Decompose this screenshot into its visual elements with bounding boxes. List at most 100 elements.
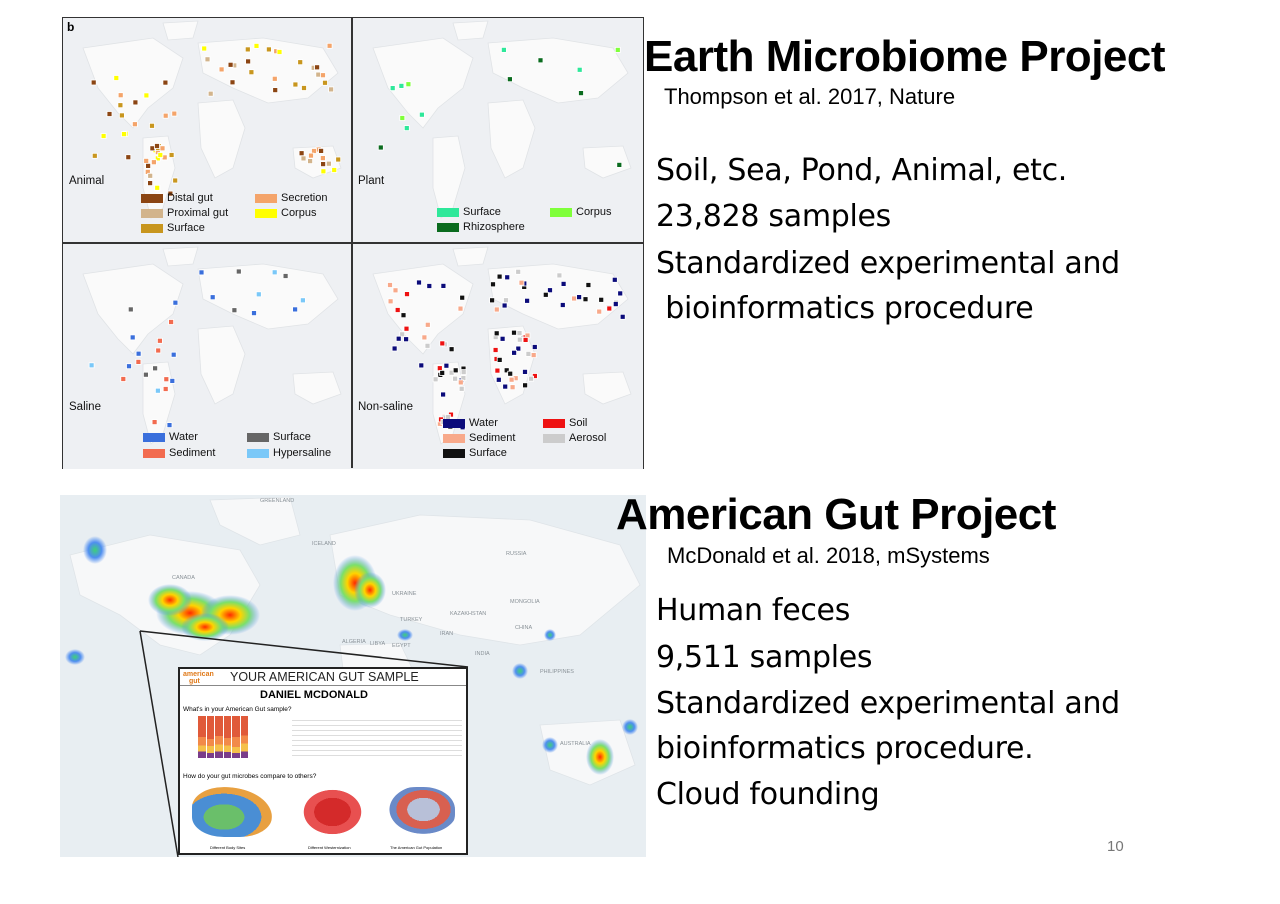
- inset-caption-1: Different Body Sites: [210, 845, 246, 850]
- inset-pcoa-body-sites: [192, 787, 272, 837]
- sample-marker: [135, 350, 142, 357]
- sample-marker: [504, 274, 511, 281]
- sample-marker: [201, 45, 208, 52]
- sample-marker: [501, 302, 508, 309]
- svg-text:RUSSIA: RUSSIA: [506, 551, 527, 557]
- sample-marker: [399, 115, 406, 121]
- sample-marker: [282, 273, 289, 279]
- inset-pcoa-westernization: [300, 787, 365, 837]
- sample-marker: [496, 273, 503, 280]
- legend-item-water: Water: [143, 431, 198, 443]
- inset-bar-chart: [198, 716, 248, 758]
- sample-marker: [489, 297, 496, 304]
- sample-marker: [400, 312, 407, 319]
- legend-item-proximal-gut: Proximal gut: [141, 207, 228, 219]
- inset-question-2: How do your gut microbes compare to othe…: [183, 773, 317, 780]
- sample-marker: [143, 92, 150, 99]
- sample-marker: [392, 287, 399, 294]
- agp-map-figure: GREENLAND ICELAND RUSSIA CANADA MONGOLIA…: [60, 495, 646, 857]
- swatch-icon: [247, 432, 269, 442]
- sample-marker: [314, 64, 321, 71]
- sample-marker: [443, 362, 450, 369]
- swatch-icon: [437, 207, 459, 217]
- sample-marker: [145, 162, 151, 169]
- sample-marker: [315, 71, 322, 78]
- sample-marker: [522, 369, 528, 375]
- svg-text:IRAN: IRAN: [440, 631, 453, 637]
- sample-marker: [155, 347, 162, 354]
- legend-item-surface: Surface: [141, 222, 205, 234]
- inset-pcoa-population: [385, 787, 455, 837]
- emp-line-4: bioinformatics procedure: [656, 291, 1034, 326]
- svg-text:ALGERIA: ALGERIA: [342, 639, 366, 645]
- legend-item-sediment: Sediment: [443, 432, 515, 444]
- svg-text:EGYPT: EGYPT: [392, 643, 411, 649]
- sample-marker: [143, 157, 150, 164]
- emp-title: Earth Microbiome Project: [644, 32, 1166, 81]
- sample-marker: [436, 365, 443, 372]
- sample-marker: [404, 291, 410, 297]
- sample-marker: [265, 46, 272, 53]
- panel-plant: Plant Surface Corpus Rhizosphere: [353, 18, 643, 243]
- legend-item-sediment: Sediment: [143, 447, 215, 459]
- inset-name: DANIEL MCDONALD: [260, 689, 368, 701]
- svg-text:CHINA: CHINA: [515, 625, 532, 631]
- sample-marker: [154, 184, 161, 191]
- legend-item-distal-gut: Distal gut: [141, 192, 213, 204]
- sample-marker: [457, 379, 464, 386]
- legend-item-water: Water: [443, 417, 498, 429]
- sample-marker: [300, 155, 307, 162]
- sample-marker: [162, 386, 169, 392]
- sample-marker: [528, 375, 535, 382]
- sample-marker: [106, 111, 113, 117]
- sample-marker: [506, 76, 513, 83]
- panel-label-non-saline: Non-saline: [358, 401, 413, 413]
- sample-marker: [231, 307, 238, 314]
- sample-marker: [125, 154, 132, 161]
- legend-item-surface: Surface: [247, 431, 311, 443]
- logo-top-text: american: [183, 671, 214, 678]
- sample-marker: [522, 382, 529, 389]
- sample-marker: [204, 56, 211, 63]
- sample-marker: [391, 345, 398, 352]
- sample-marker: [169, 377, 176, 384]
- sample-marker: [576, 66, 583, 73]
- sample-marker: [320, 72, 326, 79]
- sample-marker: [308, 152, 314, 159]
- sample-marker: [582, 296, 589, 303]
- sample-marker: [325, 160, 332, 167]
- sample-marker: [416, 279, 422, 286]
- panel-label-saline: Saline: [69, 401, 101, 413]
- agp-citation: McDonald et al. 2018, mSystems: [667, 543, 990, 568]
- sample-marker: [426, 283, 433, 289]
- swatch-icon: [255, 208, 277, 218]
- sample-marker: [91, 152, 98, 159]
- sample-marker: [167, 190, 174, 197]
- sample-marker: [162, 79, 169, 86]
- emp-figure: Animal Distal gut Secretion Proximal gut…: [62, 17, 644, 469]
- emp-citation: Thompson et al. 2017, Nature: [664, 84, 956, 109]
- sample-marker: [490, 281, 496, 288]
- sample-marker: [524, 297, 531, 304]
- sample-marker: [616, 161, 623, 168]
- sample-marker: [499, 335, 506, 342]
- page-number: 10: [1107, 838, 1124, 855]
- legend-item-corpus: Corpus: [550, 206, 611, 218]
- sample-marker: [297, 59, 304, 66]
- inset-header: YOUR AMERICAN GUT SAMPLE: [230, 670, 419, 684]
- sample-marker: [255, 291, 262, 298]
- sample-marker: [322, 79, 328, 86]
- sample-marker: [395, 335, 402, 342]
- panel-saline: Saline Water Surface Sediment Hypersalin…: [63, 244, 353, 469]
- legend-item-secretion: Secretion: [255, 192, 327, 204]
- svg-text:LIBYA: LIBYA: [370, 641, 386, 647]
- sample-marker: [448, 346, 455, 353]
- panel-animal: Animal Distal gut Secretion Proximal gut…: [63, 18, 353, 243]
- swatch-icon: [141, 193, 163, 203]
- panel-divider-horizontal: [63, 242, 643, 244]
- legend-item-aerosol: Aerosol: [543, 432, 606, 444]
- sample-marker: [311, 148, 317, 154]
- sample-marker: [218, 66, 225, 73]
- sample-marker: [398, 83, 405, 89]
- sample-marker: [542, 291, 549, 298]
